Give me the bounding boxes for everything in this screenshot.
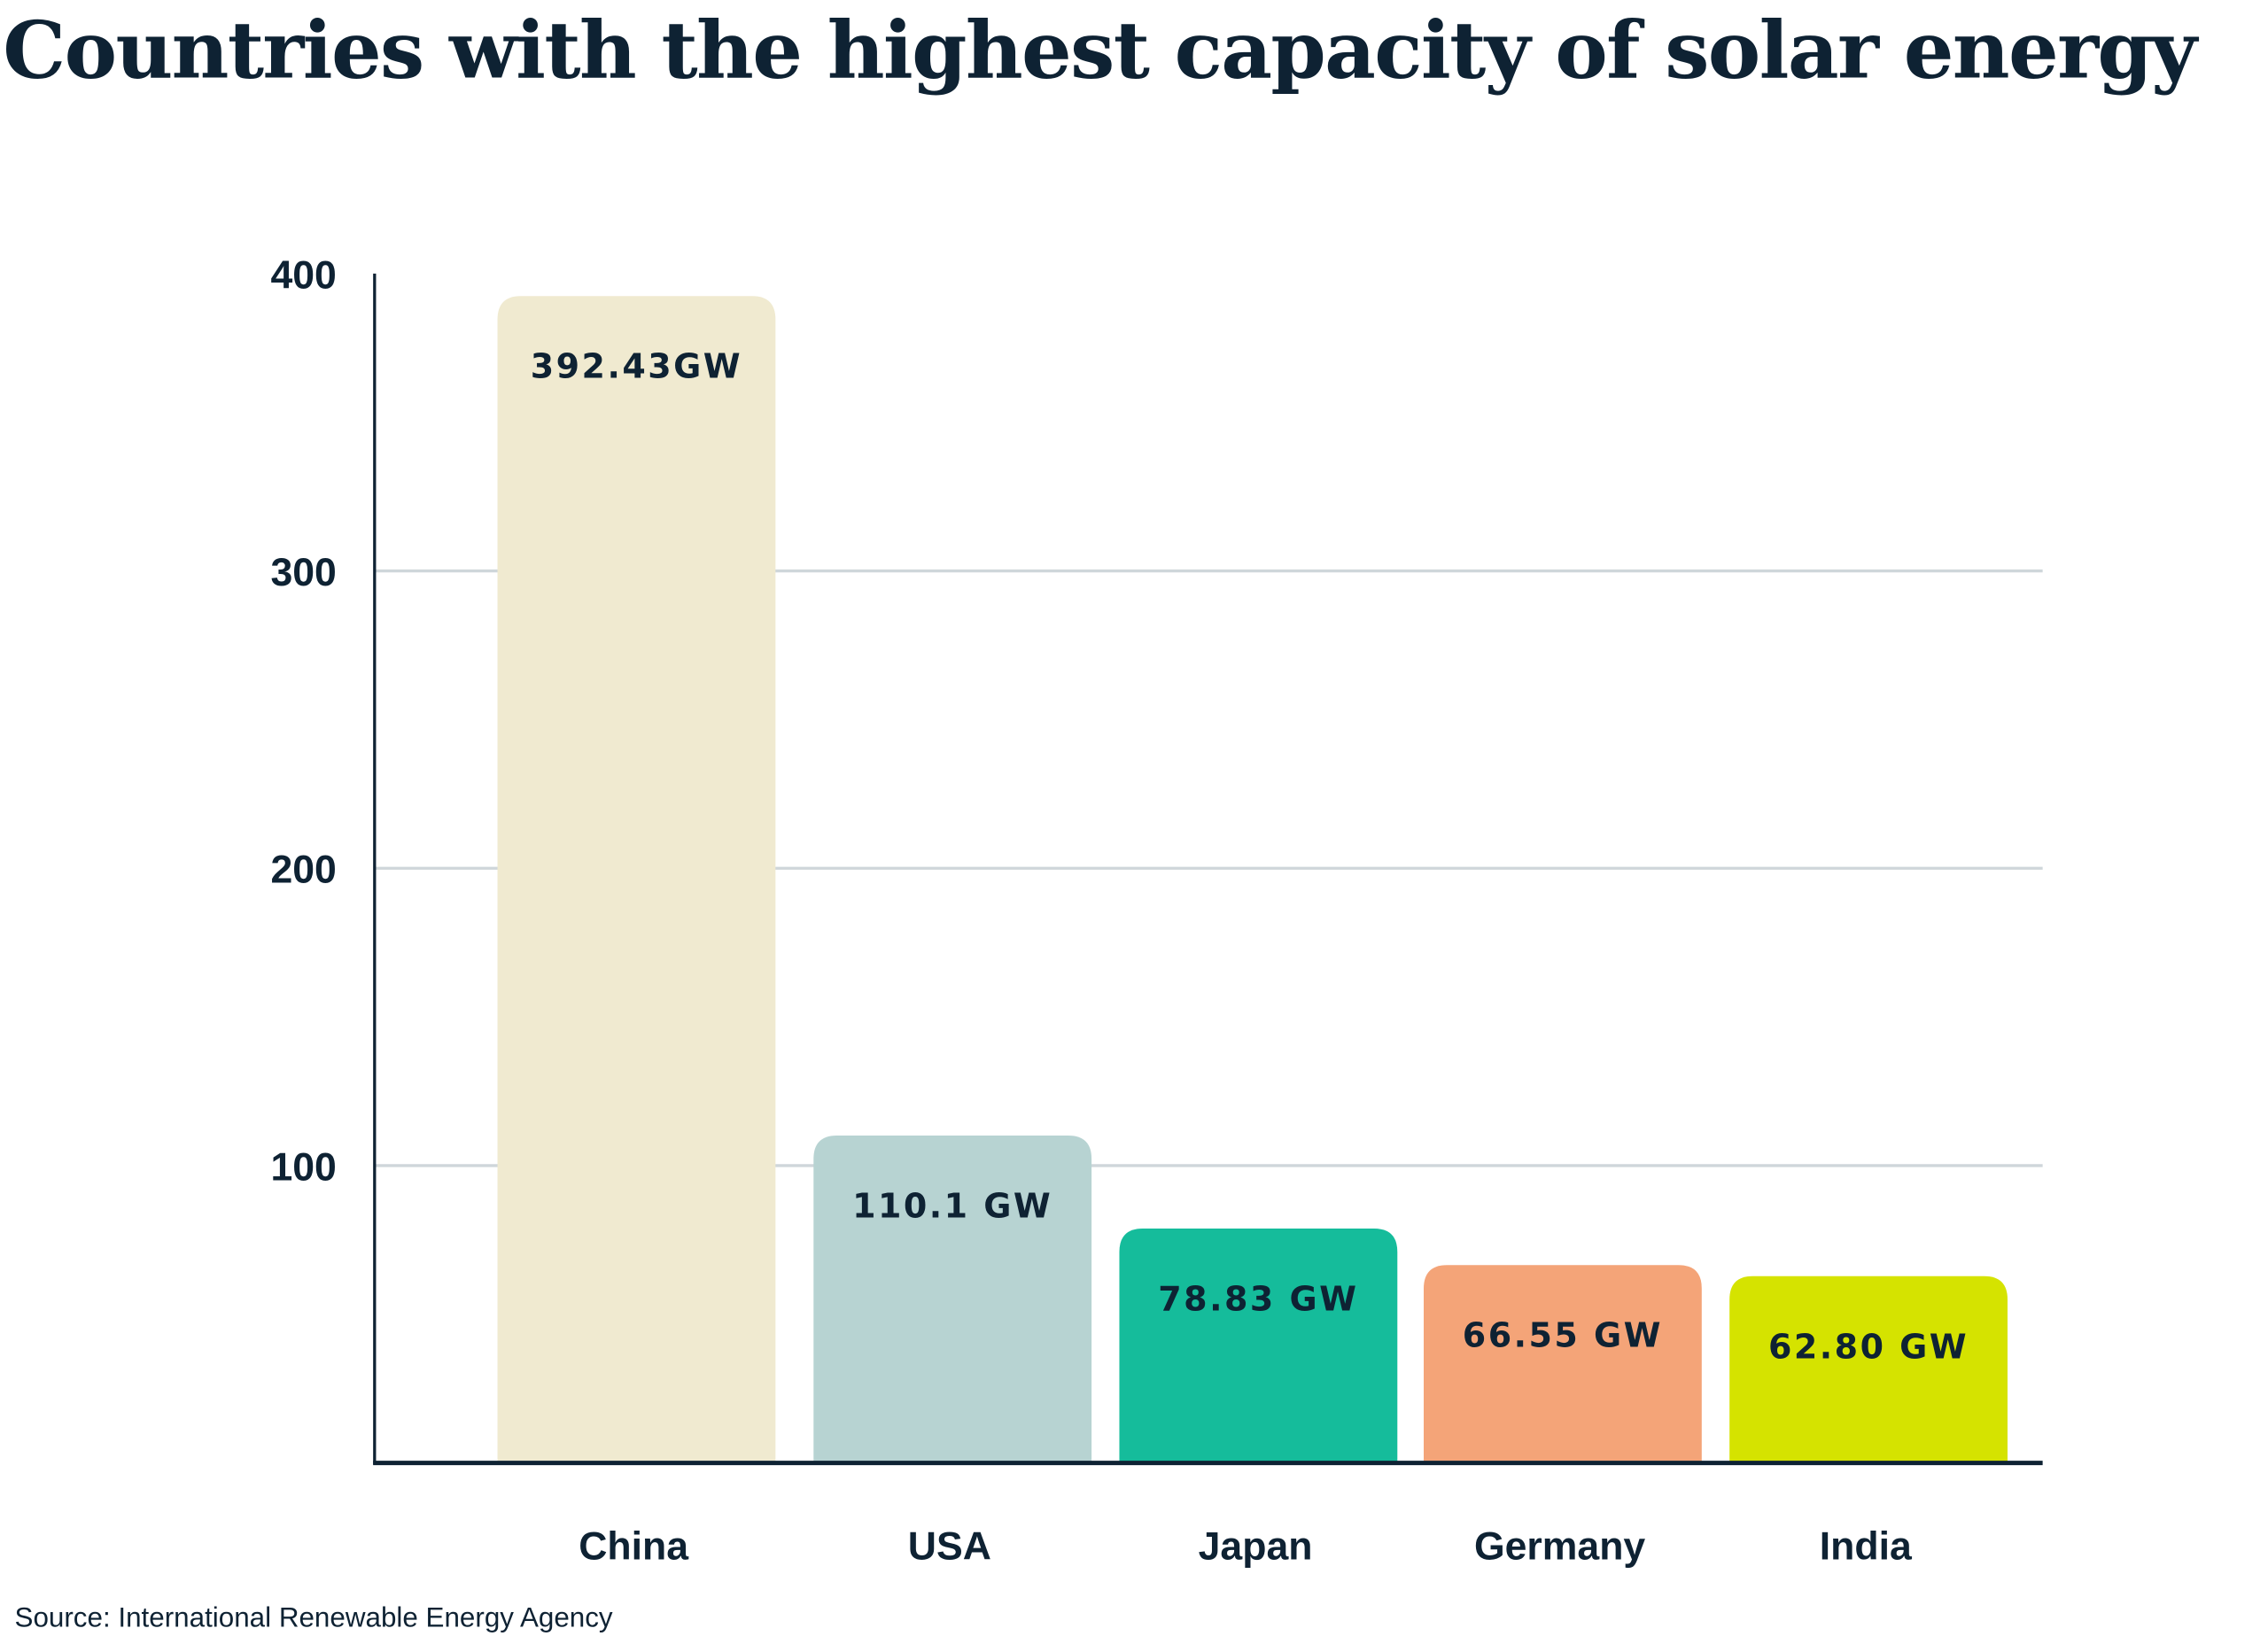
source-note: Source: International Renewable Energy A… (14, 1603, 613, 1634)
bar-japan (1119, 1228, 1398, 1463)
data-label: 62.80 GW (1768, 1327, 1969, 1366)
bar-germany (1424, 1265, 1702, 1463)
data-label: 110.1 GW (852, 1186, 1052, 1225)
y-tick-label: 100 (270, 1145, 336, 1189)
y-tick-label: 400 (270, 253, 336, 297)
data-label: 78.83 GW (1158, 1279, 1358, 1318)
data-label: 392.43GW (531, 347, 742, 386)
data-label: 66.55 GW (1463, 1316, 1663, 1355)
x-tick-label: USA (908, 1525, 991, 1569)
bar-usa (813, 1136, 1092, 1463)
bar-india (1729, 1275, 2008, 1463)
x-tick-label: India (1820, 1525, 1913, 1569)
x-tick-label: Japan (1199, 1525, 1313, 1569)
x-tick-label: China (579, 1525, 689, 1569)
y-tick-label: 200 (270, 849, 336, 892)
bar-china (497, 296, 776, 1463)
x-tick-label: Germany (1474, 1525, 1645, 1569)
y-tick-label: 300 (270, 551, 336, 594)
chart-title: Countries with the highest capacity of s… (3, 3, 2197, 97)
